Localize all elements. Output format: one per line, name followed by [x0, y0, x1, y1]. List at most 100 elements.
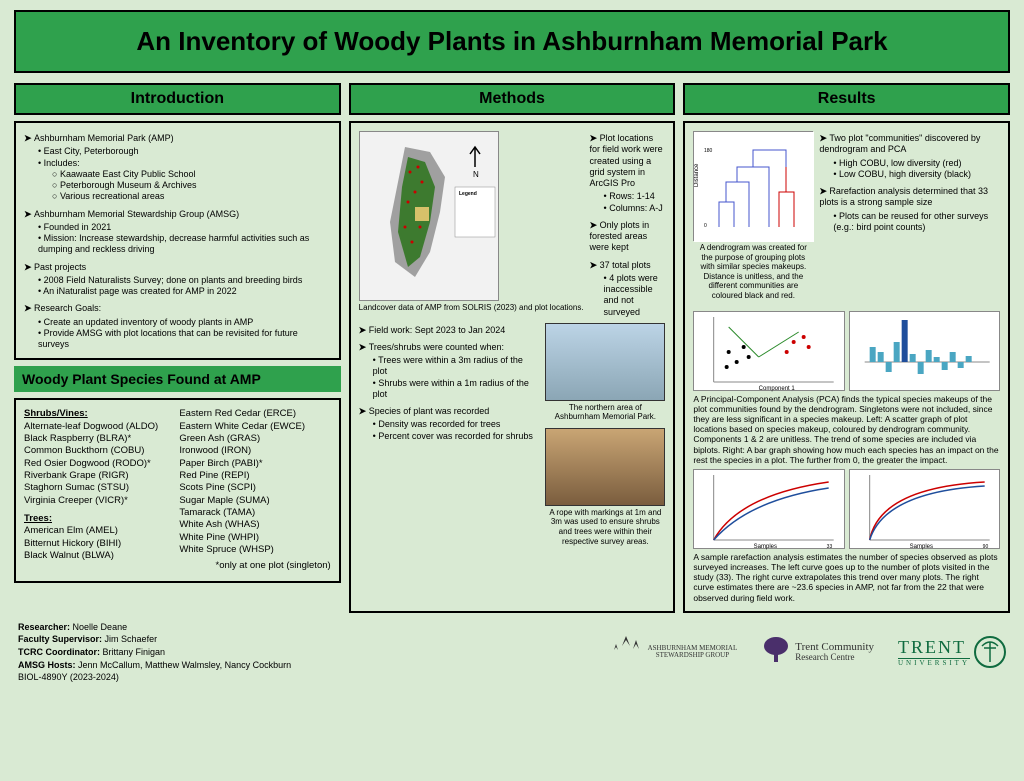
pca-caption: A Principal-Component Analysis (PCA) fin… [693, 394, 1000, 465]
methods-item: Field work: Sept 2023 to Jan 2024 [359, 325, 540, 336]
col-results: Results [683, 83, 1010, 613]
intro-item: Various recreational areas [52, 191, 331, 202]
col-methods: Methods [349, 83, 676, 613]
svg-text:Samples: Samples [909, 544, 932, 550]
species-heading: Trees: [24, 513, 175, 525]
dendro-caption: A dendrogram was created for the purpose… [693, 243, 813, 301]
species-item: Eastern White Cedar (EWCE) [179, 421, 330, 433]
species-item: Riverbank Grape (RIGR) [24, 470, 175, 482]
species-item: Green Ash (GRAS) [179, 433, 330, 445]
species-item: Virginia Creeper (VICR)* [24, 495, 175, 507]
rarefaction-caption: A sample rarefaction analysis estimates … [693, 552, 1000, 603]
rarefaction-left-figure: Samples 33 [693, 469, 844, 549]
intro-item: Peterborough Museum & Archives [52, 180, 331, 191]
photo1-caption: The northern area of Ashburnham Memorial… [545, 403, 665, 422]
species-item: Ironwood (IRON) [179, 445, 330, 457]
svg-text:180: 180 [704, 148, 713, 154]
species-item: Alternate-leaf Dogwood (ALDO) [24, 421, 175, 433]
species-header: Woody Plant Species Found at AMP [14, 366, 341, 392]
svg-text:90: 90 [982, 544, 988, 550]
methods-item: Percent cover was recorded for shrubs [373, 431, 540, 442]
species-item: Red Pine (REPI) [179, 470, 330, 482]
credit-value: Jenn McCallum, Matthew Walmsley, Nancy C… [78, 660, 291, 670]
species-item: American Elm (AMEL) [24, 525, 175, 537]
dendrogram-figure: Distance 180 0 [693, 131, 813, 241]
photo-rope [545, 428, 665, 506]
amsg-logo: ASHBURNHAM MEMORIAL STEWARDSHIP GROUP [608, 628, 738, 676]
col-introduction: Introduction Ashburnham Memorial Park (A… [14, 83, 341, 613]
rarefaction-right-figure: Samples 90 [849, 469, 1000, 549]
credit-label: Faculty Supervisor: [18, 634, 102, 644]
credit-label: TCRC Coordinator: [18, 647, 100, 657]
credit-value: Brittany Finigan [103, 647, 166, 657]
methods-item: Only plots in forested areas were kept [590, 220, 666, 254]
svg-text:33: 33 [827, 544, 833, 550]
credit-value: Noelle Deane [73, 622, 128, 632]
intro-item: 2008 Field Naturalists Survey; done on p… [38, 275, 331, 286]
intro-item: Provide AMSG with plot locations that ca… [38, 328, 331, 351]
species-item: Bitternut Hickory (BIHI) [24, 538, 175, 550]
credit-label: Researcher: [18, 622, 70, 632]
intro-item: Past projects [24, 262, 331, 273]
results-item: Plots can be reused for other surveys (e… [833, 211, 1000, 234]
credit-course: BIOL-4890Y (2023-2024) [18, 671, 584, 684]
species-item: Black Walnut (BLWA) [24, 550, 175, 562]
methods-item: Trees were within a 3m radius of the plo… [373, 355, 540, 378]
results-item: Two plot "communities" discovered by den… [819, 133, 1000, 156]
methods-item: Density was recorded for trees [373, 419, 540, 430]
species-item: Black Raspberry (BLRA)* [24, 433, 175, 445]
svg-text:N: N [473, 170, 479, 179]
intro-item: Ashburnham Memorial Stewardship Group (A… [24, 209, 331, 220]
methods-item: Trees/shrubs were counted when: [359, 342, 540, 353]
credit-value: Jim Schaefer [105, 634, 158, 644]
species-box: Shrubs/Vines: Alternate-leaf Dogwood (AL… [14, 398, 341, 582]
title-bar: An Inventory of Woody Plants in Ashburnh… [14, 10, 1010, 73]
species-item: Paper Birch (PABI)* [179, 458, 330, 470]
intro-item: Kaawaate East City Public School [52, 169, 331, 180]
map-figure: N Legend [359, 131, 499, 301]
species-col-1: Shrubs/Vines: Alternate-leaf Dogwood (AL… [24, 408, 175, 572]
intro-box: Ashburnham Memorial Park (AMP) East City… [14, 121, 341, 360]
species-item: White Spruce (WHSP) [179, 544, 330, 556]
species-heading: Shrubs/Vines: [24, 408, 175, 420]
results-item: Rarefaction analysis determined that 33 … [819, 186, 1000, 209]
svg-text:Distance: Distance [694, 163, 700, 187]
logo-text: Research Centre [795, 653, 874, 663]
footer: Researcher: Noelle Deane Faculty Supervi… [14, 621, 1010, 684]
poster-title: An Inventory of Woody Plants in Ashburnh… [24, 26, 1000, 57]
species-item: Scots Pine (SCPI) [179, 482, 330, 494]
photo-north-area [545, 323, 665, 401]
intro-item: Founded in 2021 [38, 222, 331, 233]
logo-text: STEWARDSHIP GROUP [648, 652, 738, 660]
svg-text:Legend: Legend [459, 191, 477, 197]
species-item: Tamarack (TAMA) [179, 507, 330, 519]
logo-text: TRENT [898, 637, 966, 657]
pca-bar-figure [849, 311, 1000, 391]
species-item: White Ash (WHAS) [179, 519, 330, 531]
svg-text:Samples: Samples [754, 544, 777, 550]
logo-text: UNIVERSITY [898, 658, 970, 667]
results-item: Low COBU, high diversity (black) [833, 169, 1000, 180]
photo2-caption: A rope with markings at 1m and 3m was us… [545, 508, 665, 546]
species-item: Red Osier Dogwood (RODO)* [24, 458, 175, 470]
columns: Introduction Ashburnham Memorial Park (A… [14, 83, 1010, 613]
results-box: Distance 180 0 A dendrogram was created … [683, 121, 1010, 613]
singleton-note: *only at one plot (singleton) [179, 560, 330, 572]
methods-box: N Legend Landcover data of AMP from SOLR… [349, 121, 676, 613]
methods-item: Plot locations for field work were creat… [590, 133, 666, 189]
poster: An Inventory of Woody Plants in Ashburnh… [0, 0, 1024, 694]
credit-label: AMSG Hosts: [18, 660, 76, 670]
pca-scatter-figure: Component 1 [693, 311, 844, 391]
results-item: High COBU, low diversity (red) [833, 158, 1000, 169]
results-header: Results [683, 83, 1010, 115]
species-col-2: Eastern Red Cedar (ERCE) Eastern White C… [179, 408, 330, 572]
species-item: White Pine (WHPI) [179, 532, 330, 544]
methods-item: 37 total plots [590, 260, 666, 271]
intro-item: Mission: Increase stewardship, decrease … [38, 233, 331, 256]
trent-logo: TRENT UNIVERSITY [898, 628, 1006, 676]
svg-text:Component 1: Component 1 [759, 386, 796, 392]
species-item: Staghorn Sumac (STSU) [24, 482, 175, 494]
methods-item: Rows: 1-14 [604, 191, 666, 202]
methods-item: Shrubs were within a 1m radius of the pl… [373, 378, 540, 401]
intro-header: Introduction [14, 83, 341, 115]
